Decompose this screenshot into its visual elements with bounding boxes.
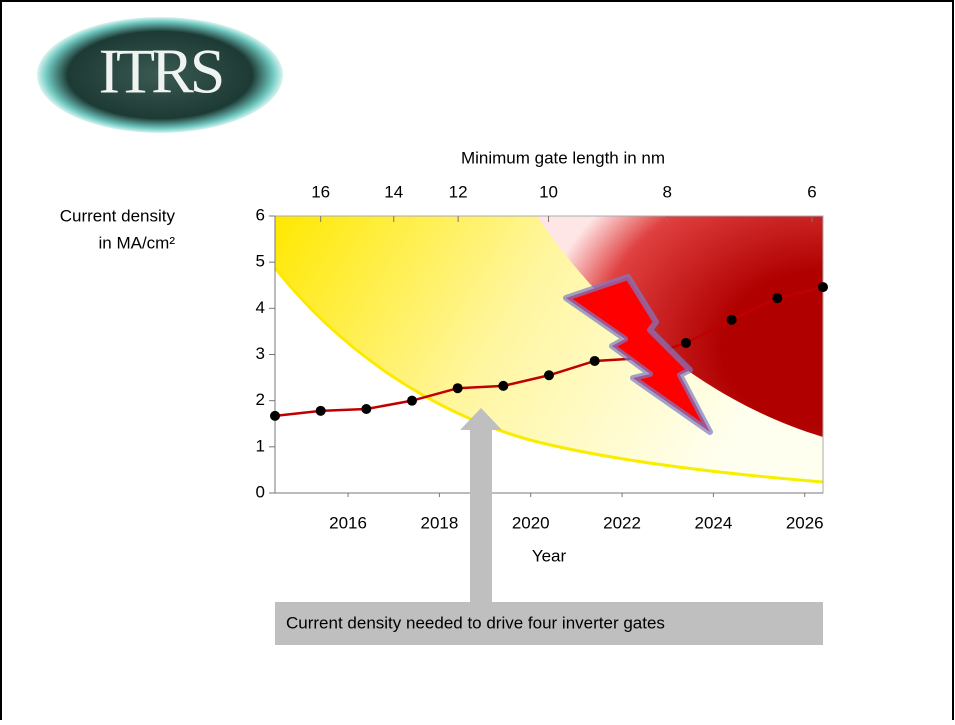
marker — [727, 315, 737, 325]
y-tick-label: 2 — [256, 390, 265, 409]
logo: ITRS — [37, 17, 283, 133]
x2-tick-label: 12 — [449, 182, 468, 201]
x-tick-label: 2024 — [694, 513, 732, 532]
arrow — [460, 408, 502, 602]
x-tick-label: 2022 — [603, 513, 641, 532]
marker — [590, 356, 600, 366]
y-tick-label: 4 — [256, 298, 265, 317]
marker — [681, 338, 691, 348]
x2-axis-title: Minimum gate length in nm — [461, 148, 665, 167]
marker — [453, 383, 463, 393]
x-tick-label: 2016 — [329, 513, 367, 532]
marker — [407, 396, 417, 406]
y-tick-label: 5 — [256, 252, 265, 271]
marker — [270, 411, 280, 421]
x2-tick-label: 16 — [311, 182, 330, 201]
y-tick-label: 1 — [256, 436, 265, 455]
marker — [361, 404, 371, 414]
marker — [772, 293, 782, 303]
annotation: Current density needed to drive four inv… — [286, 613, 665, 632]
y-axis-title: in MA/cm² — [99, 233, 176, 252]
x2-tick-label: 14 — [384, 182, 403, 201]
x2-tick-label: 6 — [807, 182, 816, 201]
y-tick-label: 6 — [256, 205, 265, 224]
logo-text: ITRS — [99, 36, 222, 107]
x-tick-label: 2020 — [512, 513, 550, 532]
x-tick-label: 2018 — [420, 513, 458, 532]
marker — [498, 381, 508, 391]
y-axis-title: Current density — [60, 206, 176, 225]
y-tick-label: 0 — [256, 482, 265, 501]
plot — [275, 216, 823, 482]
x-tick-label: 2026 — [786, 513, 824, 532]
marker — [316, 406, 326, 416]
y-tick-label: 3 — [256, 344, 265, 363]
x-axis-title: Year — [532, 546, 567, 565]
marker — [818, 282, 828, 292]
x2-tick-label: 10 — [539, 182, 558, 201]
x2-tick-label: 8 — [663, 182, 672, 201]
slide: ITRS 01234562016201820202022202420261614… — [0, 0, 955, 720]
marker — [544, 370, 554, 380]
